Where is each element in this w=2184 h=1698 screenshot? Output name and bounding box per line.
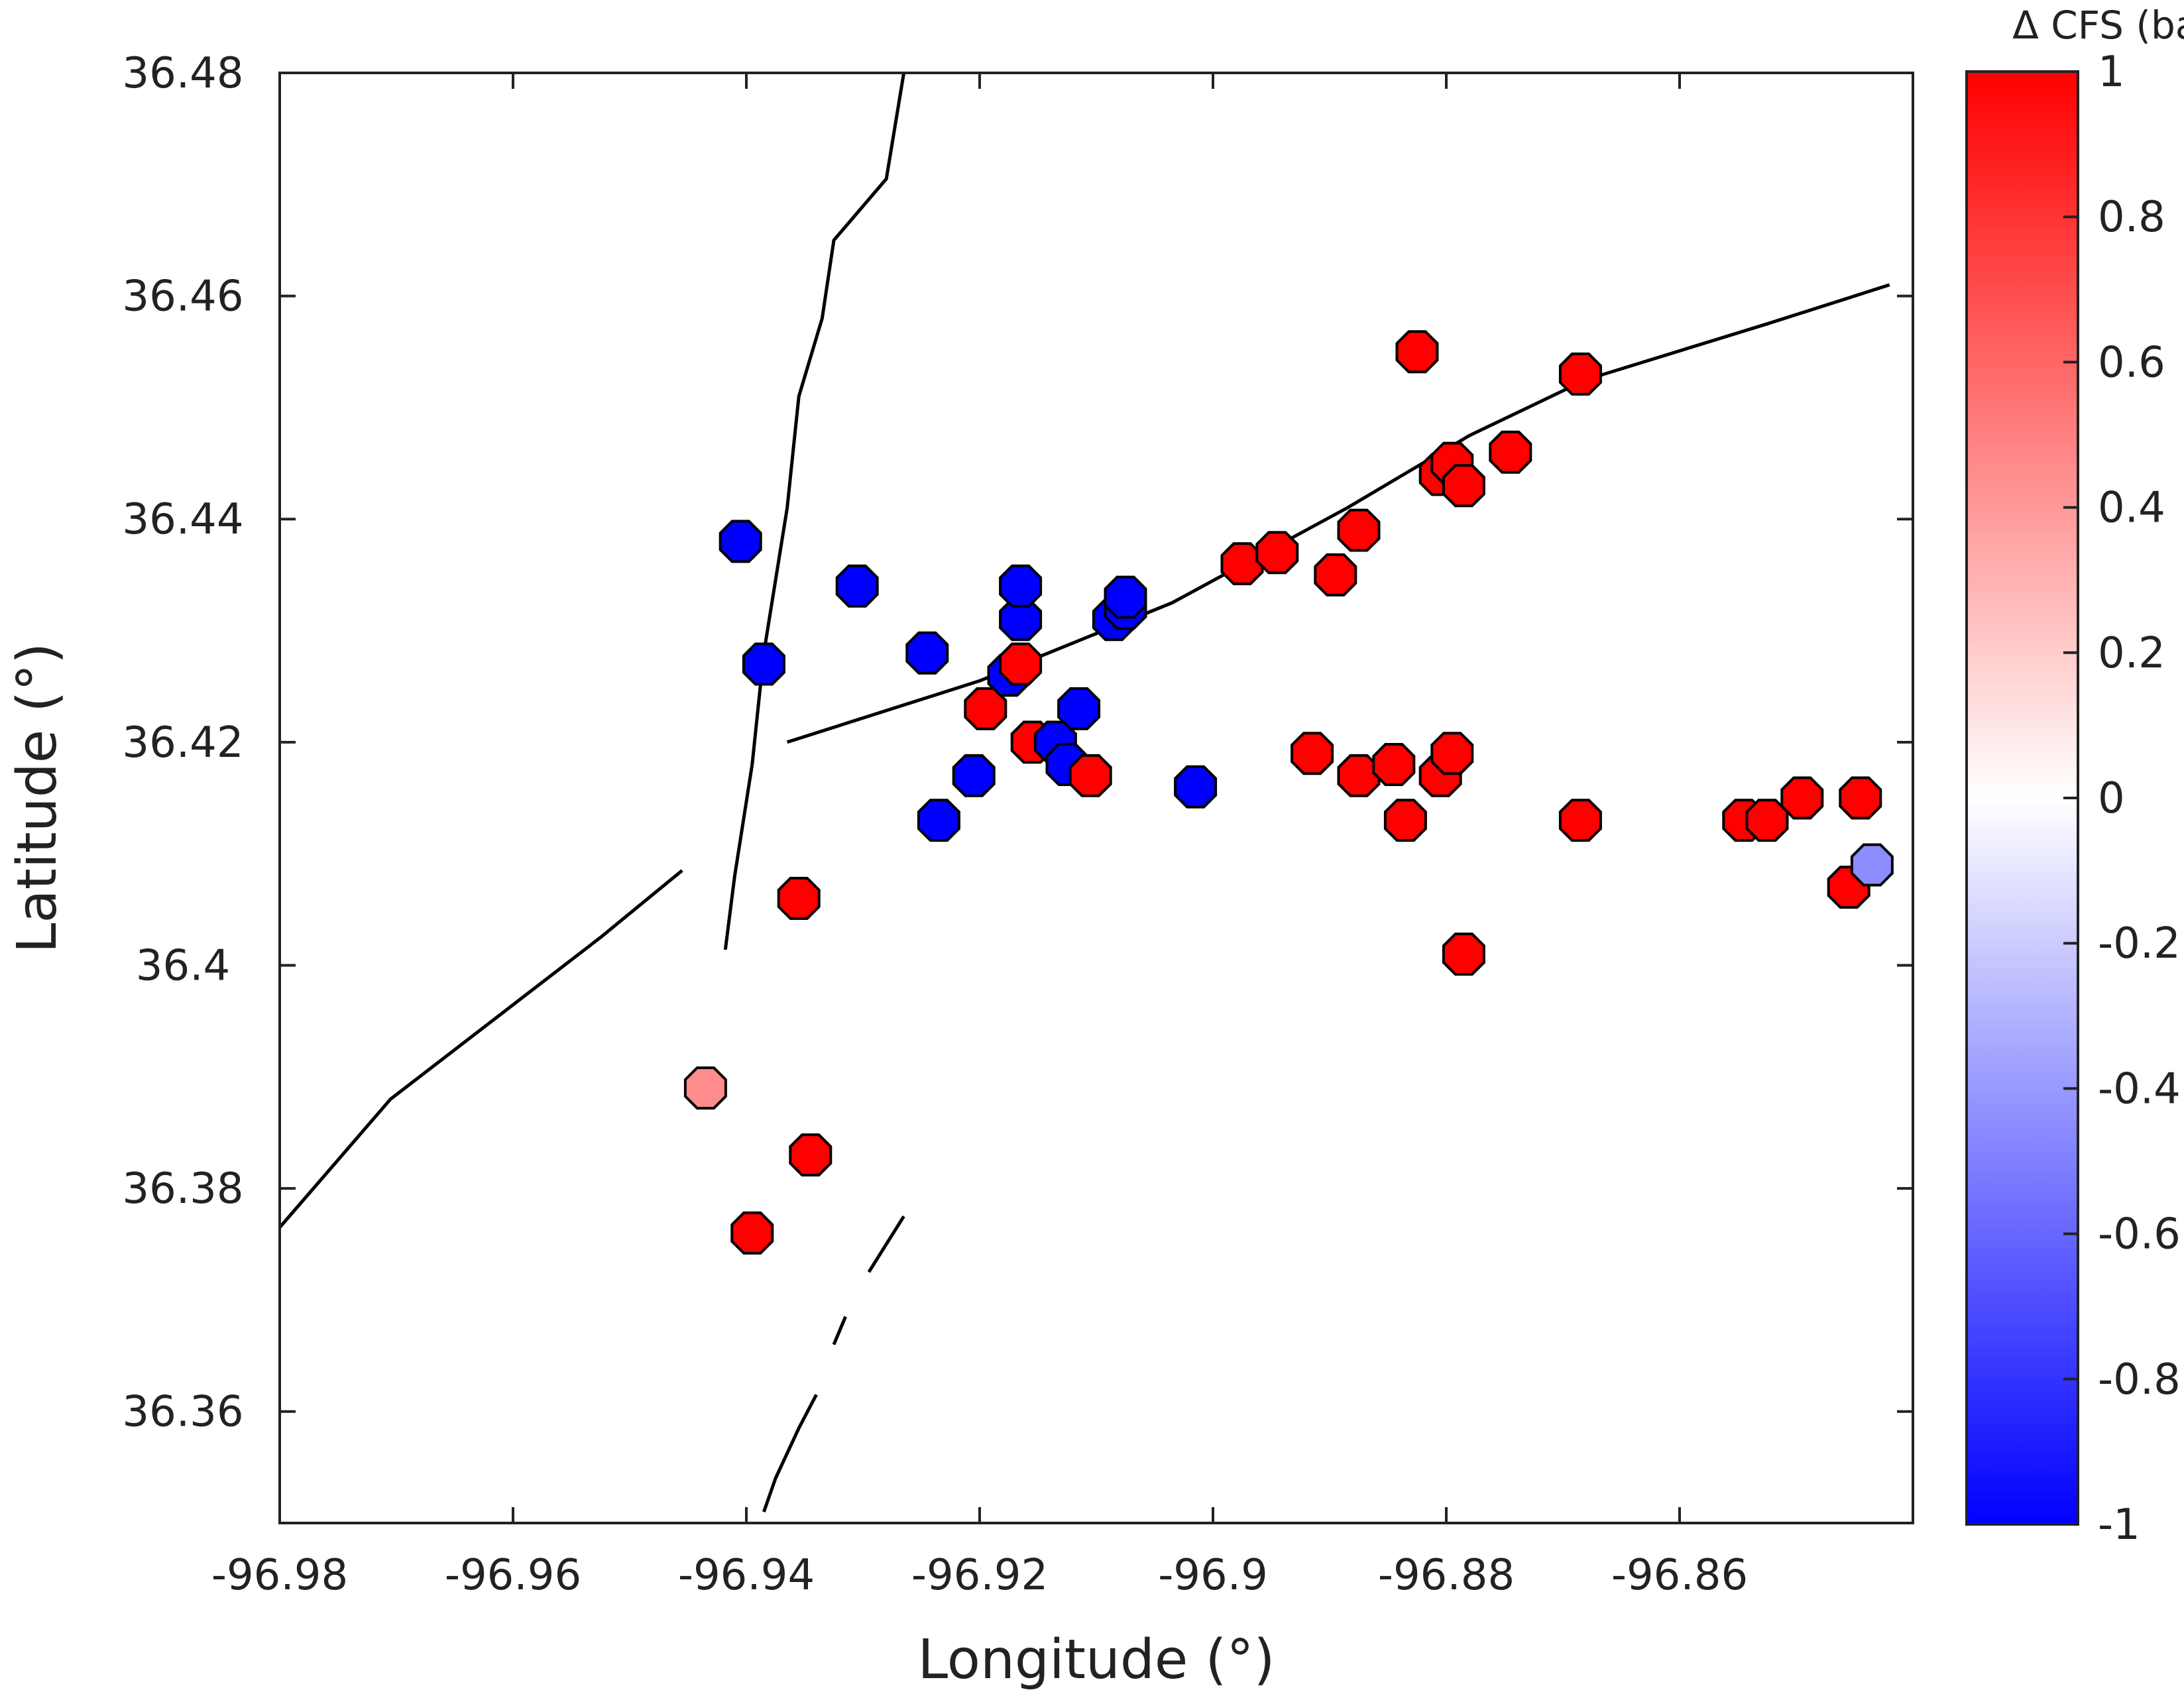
x-tick-label: -96.96 [445,1551,581,1600]
colorbar-tick-label: -0.6 [2098,1210,2181,1259]
y-tick-label: 36.46 [122,272,243,321]
earthquake-point [952,754,996,797]
y-tick-label: 36.48 [122,49,243,98]
colorbar-tick-label: 1 [2098,48,2125,97]
earthquake-point [1489,430,1532,474]
earthquake-point [718,520,762,563]
earthquake-point [1558,799,1602,842]
fault-line [832,1316,847,1345]
x-tick-label: -96.86 [1611,1551,1748,1600]
x-axis-label: Longitude (°) [918,1628,1275,1691]
earthquake-point [1558,352,1602,396]
earthquake-point [1068,754,1112,797]
y-tick-label: 36.38 [122,1164,243,1214]
earthquake-point [1057,687,1101,730]
earthquake-point [999,642,1043,686]
earthquake-point [742,642,785,686]
colorbar-tick-label: 0 [2098,774,2125,823]
y-tick-label: 36.36 [122,1388,243,1437]
colorbar-tick-label: 0.6 [2098,338,2165,387]
fault-line [723,73,906,950]
colorbar [1965,70,2079,1526]
earthquake-point [999,598,1043,642]
y-tick-label: 36.4 [136,941,231,990]
earthquake-point [1104,575,1147,619]
x-tick-label: -96.98 [211,1551,348,1600]
colorbar-title: Δ CFS (bar) [2012,3,2184,48]
earthquake-point [1337,508,1381,552]
earthquake-point [683,1066,727,1110]
x-axis: -96.98 -96.96 -96.94 -96.92 -96.9 -96.88 -96.8… [211,73,1748,1600]
colorbar-tick-label: -0.2 [2098,919,2181,968]
plot-frame [278,72,1914,1524]
colorbar-tick-label: -0.8 [2098,1355,2181,1404]
fault-line [1919,335,1954,391]
fault-line [280,869,683,1229]
earthquake-point [1442,933,1485,976]
earthquake-point [1430,732,1474,775]
plot-background [280,73,1913,1523]
x-tick-label: -96.88 [1378,1551,1515,1600]
earthquake-point [1314,553,1357,596]
x-tick-label: -96.9 [1158,1551,1268,1600]
earthquake-point [1395,330,1439,374]
earthquake-point [1850,843,1894,887]
fault-line [867,1215,905,1273]
y-axis-label: Latitude (°) [6,643,69,954]
earthquake-point [1442,464,1485,508]
earthquake-point [789,1133,833,1177]
earthquake-point [1839,776,1882,820]
earthquake-point [1383,799,1427,842]
fault-line [762,1394,818,1513]
colorbar-tick-label: -1 [2098,1500,2140,1550]
earthquake-points [683,330,1894,1255]
colorbar-tick-label: 0.4 [2098,484,2165,533]
earthquake-point [917,799,960,842]
earthquake-point [777,877,821,920]
x-tick-label: -96.92 [911,1551,1048,1600]
earthquake-point [1780,776,1824,820]
earthquake-point [1174,765,1218,809]
colorbar-tick-label: -0.4 [2098,1064,2181,1113]
earthquake-point [905,631,949,675]
earthquake-point [1291,732,1334,775]
y-tick-label: 36.44 [122,495,243,544]
earthquake-point [1372,743,1416,786]
earthquake-point [835,564,879,608]
colorbar-axis: 1 0.8 0.6 0.4 0.2 0 -0.2 -0.4 -0.6 -0.8 -1 [2063,48,2181,1550]
earthquake-point [730,1211,774,1255]
earthquake-point [1255,531,1299,575]
earthquake-point [999,564,1043,608]
y-tick-label: 36.42 [122,718,243,767]
colorbar-tick-label: 0.2 [2098,629,2165,678]
x-tick-label: -96.94 [678,1551,815,1600]
colorbar-tick-label: 0.8 [2098,193,2165,242]
y-axis: 36.36 36.38 36.4 36.42 36.44 36.46 36.48 [122,49,1913,1437]
